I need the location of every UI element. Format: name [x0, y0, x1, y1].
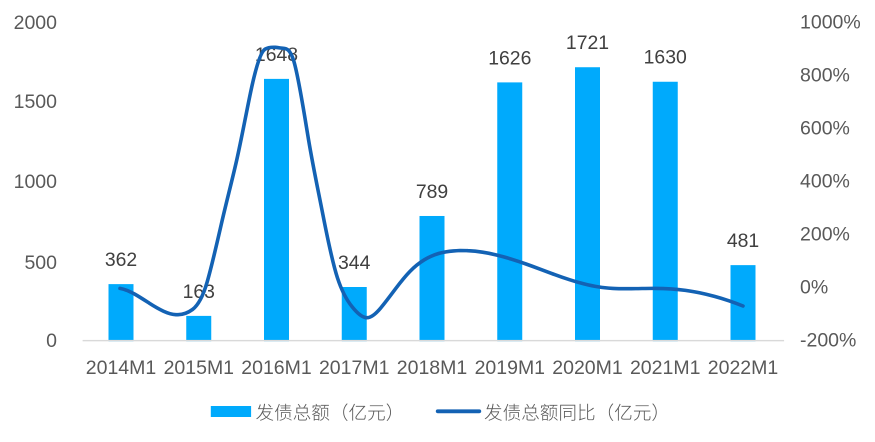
svg-text:200%: 200%: [800, 224, 850, 246]
svg-text:2020M1: 2020M1: [552, 357, 622, 379]
svg-text:2017M1: 2017M1: [319, 357, 389, 379]
svg-text:-200%: -200%: [800, 330, 856, 352]
svg-text:2016M1: 2016M1: [241, 357, 311, 379]
svg-text:800%: 800%: [800, 65, 850, 87]
svg-text:1000%: 1000%: [800, 11, 861, 33]
svg-text:1721: 1721: [566, 32, 609, 54]
svg-text:2019M1: 2019M1: [475, 357, 545, 379]
svg-text:362: 362: [105, 249, 137, 271]
svg-text:2015M1: 2015M1: [164, 357, 234, 379]
svg-text:1500: 1500: [14, 91, 58, 113]
svg-text:400%: 400%: [800, 171, 850, 193]
svg-text:344: 344: [338, 252, 371, 274]
svg-text:600%: 600%: [800, 118, 850, 140]
svg-text:2022M1: 2022M1: [708, 357, 778, 379]
svg-text:2018M1: 2018M1: [397, 357, 467, 379]
svg-text:0%: 0%: [800, 277, 828, 299]
svg-text:789: 789: [416, 181, 448, 203]
svg-text:2000: 2000: [14, 12, 58, 34]
svg-text:481: 481: [727, 230, 759, 252]
svg-text:1000: 1000: [14, 171, 58, 193]
svg-text:0: 0: [46, 330, 57, 352]
svg-text:500: 500: [24, 252, 57, 274]
svg-text:1626: 1626: [488, 47, 531, 69]
svg-text:2014M1: 2014M1: [86, 357, 156, 379]
svg-text:2021M1: 2021M1: [630, 357, 700, 379]
svg-text:1630: 1630: [644, 47, 687, 69]
